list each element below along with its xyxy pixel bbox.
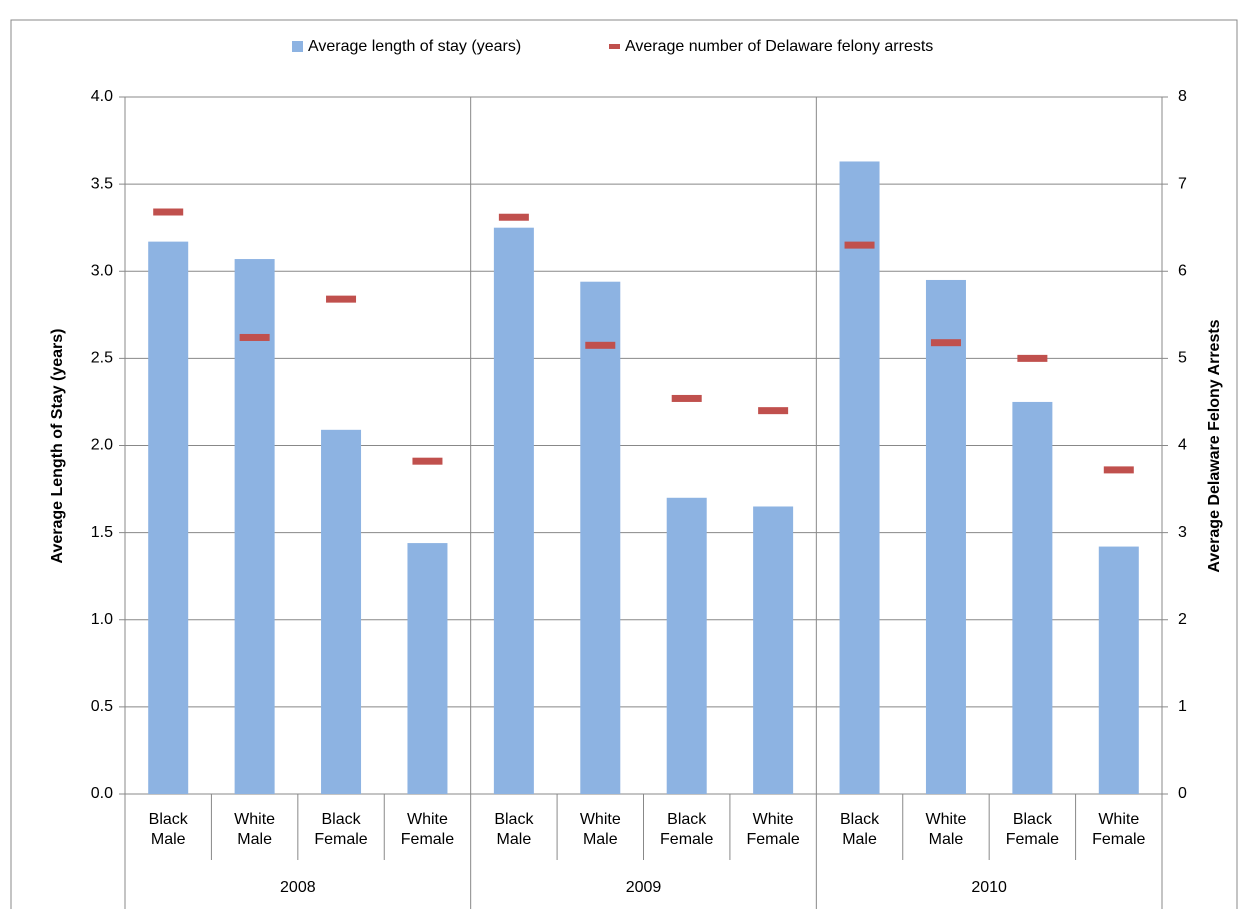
y-tick-label: 4.0 [91, 88, 113, 105]
bar [148, 241, 189, 794]
bar [580, 281, 621, 795]
legend-swatch [609, 44, 620, 49]
dash-marker [412, 457, 443, 465]
y2-tick-label: 2 [1178, 611, 1187, 628]
dash-marker [1103, 466, 1134, 474]
bar [753, 506, 794, 794]
bar [925, 279, 966, 794]
bar [1012, 401, 1053, 794]
y-tick-label: 2.0 [91, 437, 113, 454]
x-tick-label: White Female [400, 811, 455, 848]
y2-axis-title: Average Delaware Felony Arrests [1206, 319, 1223, 572]
y2-tick-label: 6 [1178, 262, 1187, 279]
x-tick-label: White Male [579, 811, 621, 848]
y-tick-label: 1.5 [91, 524, 113, 541]
dash-marker [498, 213, 529, 221]
dash-marker [153, 208, 184, 216]
group-label: 2008 [280, 879, 316, 896]
x-tick-label: White Male [925, 811, 967, 848]
y2-tick-label: 0 [1178, 785, 1187, 802]
bar [666, 497, 707, 794]
y2-tick-label: 8 [1178, 88, 1187, 105]
y-tick-label: 0.0 [91, 785, 113, 802]
x-tick-label: Black Female [1005, 811, 1060, 848]
dash-marker [758, 407, 789, 415]
x-tick-label: Black Female [314, 811, 368, 848]
y2-tick-label: 5 [1178, 350, 1187, 367]
x-tick-label: White Female [1092, 811, 1146, 848]
bar [407, 543, 448, 794]
x-tick-label: Black Male [148, 811, 188, 848]
x-tick-label: White Male [234, 811, 276, 848]
legend-swatch [292, 41, 303, 52]
bar [1098, 546, 1139, 794]
y-tick-label: 0.5 [91, 698, 113, 715]
dash-marker [239, 333, 270, 341]
group-label: 2010 [971, 879, 1007, 896]
y-axis-title: Average Length of Stay (years) [49, 328, 66, 563]
y2-tick-label: 7 [1178, 175, 1187, 192]
dash-marker [844, 241, 875, 249]
y2-tick-label: 1 [1178, 698, 1187, 715]
bar [234, 259, 275, 794]
y-tick-label: 2.5 [91, 350, 113, 367]
y-tick-label: 3.0 [91, 262, 113, 279]
x-tick-label: Black Male [839, 811, 880, 848]
dash-marker [585, 341, 616, 349]
dash-marker [930, 339, 961, 347]
x-tick-label: Black Female [660, 811, 714, 848]
dash-marker [1017, 354, 1048, 362]
y-tick-label: 1.0 [91, 611, 113, 628]
chart-frame [10, 19, 1238, 909]
y2-tick-label: 4 [1178, 437, 1187, 454]
x-tick-label: White Female [746, 811, 800, 848]
group-label: 2009 [626, 879, 662, 896]
legend-label: Average length of stay (years) [308, 38, 521, 55]
x-tick-label: Black Male [494, 811, 534, 848]
bar [839, 161, 880, 794]
legend-label: Average number of Delaware felony arrest… [625, 38, 933, 55]
dash-marker [326, 295, 357, 303]
y2-tick-label: 3 [1178, 524, 1187, 541]
dash-marker [671, 394, 702, 402]
bar [493, 227, 534, 794]
y-tick-label: 3.5 [91, 175, 113, 192]
bar [321, 429, 362, 794]
